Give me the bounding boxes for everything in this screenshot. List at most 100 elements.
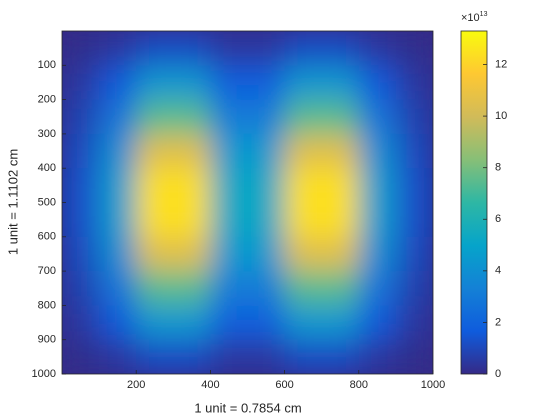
heatmap-cell: [284, 31, 323, 66]
heatmap-cell: [247, 339, 286, 374]
colorbar-tick-label: 6: [495, 213, 501, 225]
heatmap-cell: [210, 133, 248, 169]
heatmap-cell: [284, 65, 323, 101]
heatmap-cell: [210, 271, 248, 306]
heatmap-cell: [173, 99, 211, 135]
heatmap-cell: [99, 65, 137, 101]
heatmap-cell: [62, 133, 100, 169]
x-tick-label: 1000: [421, 379, 445, 391]
heatmap-cell: [284, 271, 323, 306]
heatmap-cell: [62, 339, 100, 374]
heatmap-cell: [395, 236, 433, 272]
heatmap-cell: [62, 271, 100, 306]
heatmap-cell: [62, 202, 100, 238]
heatmap-cell: [210, 305, 248, 341]
heatmap-cell: [136, 202, 174, 238]
heatmap-cell: [321, 133, 360, 169]
heatmap-cell: [247, 65, 286, 101]
colorbar-scale-exponent: 13: [480, 11, 488, 18]
y-tick-label: 400: [38, 162, 56, 174]
heatmap-cell: [173, 31, 211, 66]
heatmap-cell: [62, 99, 100, 135]
heatmap-cell: [395, 133, 433, 169]
y-tick-label: 1000: [32, 368, 56, 380]
x-tick-label: 400: [201, 379, 219, 391]
colorbar-tick-label: 8: [495, 162, 501, 174]
heatmap-cell: [99, 31, 137, 66]
heatmap-cell: [99, 271, 137, 306]
heatmap-cell: [395, 31, 433, 66]
heatmap-cell: [395, 65, 433, 101]
heatmap-cell: [62, 31, 100, 66]
heatmap-cell: [210, 65, 248, 101]
y-tick-label: 700: [38, 265, 56, 277]
heatmap-cell: [321, 339, 360, 374]
y-tick-label: 500: [38, 196, 56, 208]
heatmap-cell: [62, 65, 100, 101]
heatmap-cell: [321, 31, 360, 66]
heatmap-cell: [284, 168, 323, 203]
y-tick-label: 900: [38, 334, 56, 346]
colorbar: [460, 30, 488, 375]
heatmap-cell: [358, 31, 397, 66]
colorbar-tick-label: 0: [495, 368, 501, 380]
heatmap-cell: [247, 271, 286, 306]
heatmap-cell: [358, 168, 397, 203]
heatmap-cell: [358, 271, 397, 306]
heatmap-cell: [173, 236, 211, 272]
heatmap-cell: [62, 168, 100, 203]
colorbar-tick-label: 12: [495, 58, 507, 70]
heatmap-cell: [247, 31, 286, 66]
heatmap-cell: [358, 202, 397, 238]
heatmap-cell: [62, 305, 100, 341]
x-tick-label: 800: [350, 379, 368, 391]
heatmap-cell: [395, 202, 433, 238]
x-tick-label: 200: [127, 379, 145, 391]
heatmap-cell: [284, 236, 323, 272]
heatmap-cell: [321, 202, 360, 238]
heatmap-cell: [99, 339, 137, 374]
heatmap-cell: [173, 339, 211, 374]
colorbar-scale-base: ×10: [461, 12, 480, 24]
heatmap-cell: [358, 305, 397, 341]
y-tick-label: 100: [38, 59, 56, 71]
heatmap-cell: [284, 202, 323, 238]
heatmap-cell: [247, 305, 286, 341]
heatmap-cells: [62, 31, 433, 374]
heatmap-cell: [173, 305, 211, 341]
heatmap-cell: [395, 99, 433, 135]
heatmap-cell: [99, 236, 137, 272]
heatmap-cell: [247, 168, 286, 203]
colorbar-tick-label: 4: [495, 265, 501, 277]
heatmap-cell: [99, 133, 137, 169]
heatmap-cell: [321, 65, 360, 101]
heatmap-cell: [173, 133, 211, 169]
heatmap-cell: [321, 168, 360, 203]
heatmap-cell: [210, 31, 248, 66]
heatmap-cell: [173, 168, 211, 203]
heatmap-cell: [247, 202, 286, 238]
heatmap-cell: [321, 305, 360, 341]
colorbar-tick-label: 10: [495, 110, 507, 122]
y-tick-label: 800: [38, 299, 56, 311]
heatmap-cell: [99, 99, 137, 135]
heatmap: [62, 31, 433, 374]
heatmap-cell: [321, 236, 360, 272]
heatmap-cell: [358, 133, 397, 169]
y-tick-label: 300: [38, 128, 56, 140]
heatmap-cell: [62, 236, 100, 272]
heatmap-cell: [210, 236, 248, 272]
y-tick-label: 600: [38, 231, 56, 243]
y-tick-label: 200: [38, 94, 56, 106]
heatmap-cell: [247, 133, 286, 169]
heatmap-cell: [136, 31, 174, 66]
heatmap-cell: [395, 168, 433, 203]
heatmap-cell: [210, 168, 248, 203]
heatmap-cell: [284, 339, 323, 374]
heatmap-cell: [284, 99, 323, 135]
heatmap-cell: [395, 339, 433, 374]
heatmap-cell: [247, 99, 286, 135]
heatmap-cell: [284, 305, 323, 341]
